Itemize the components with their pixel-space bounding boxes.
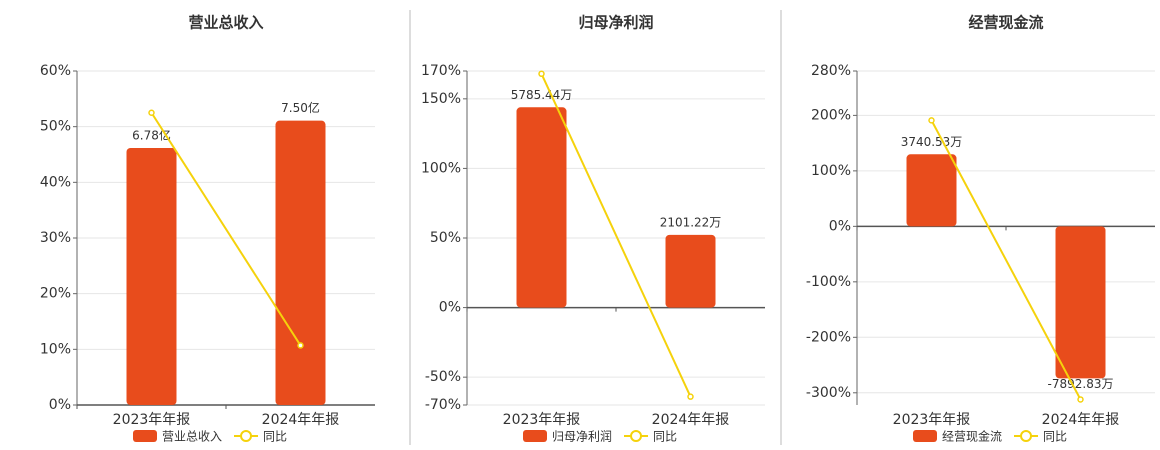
x-tick-label: 2024年年报 <box>262 412 340 428</box>
y-tick-label: 0% <box>829 218 851 234</box>
value-label: 2101.22万 <box>660 215 722 229</box>
y-tick-label: 50% <box>430 230 461 246</box>
legend-label: 同比 <box>263 430 287 444</box>
bar <box>126 147 177 405</box>
value-label: 5785.44万 <box>511 88 573 102</box>
line-point <box>297 342 304 349</box>
x-tick-label: 2023年年报 <box>893 412 971 428</box>
x-tick-label: 2023年年报 <box>503 412 581 428</box>
legend-swatch <box>240 430 253 442</box>
value-label: 3740.53万 <box>901 135 963 149</box>
legend-label: 营业总收入 <box>162 430 222 444</box>
bar <box>665 234 716 308</box>
y-tick-label: 170% <box>421 63 461 79</box>
legend-swatch <box>913 430 937 442</box>
y-tick-label: 10% <box>40 341 71 357</box>
legend-label: 经营现金流 <box>942 429 1002 444</box>
y-tick-label: 150% <box>421 91 461 107</box>
bar <box>275 120 326 406</box>
line <box>540 73 692 398</box>
y-tick-label: 50% <box>40 119 71 135</box>
y-tick-label: 200% <box>811 107 851 123</box>
x-tick-label: 2024年年报 <box>652 412 730 428</box>
y-tick-label: 100% <box>421 160 461 176</box>
y-tick-label: 30% <box>40 230 71 246</box>
value-label: -7892.83万 <box>1048 377 1114 391</box>
legend-swatch <box>523 430 547 442</box>
legend-label: 归母净利润 <box>552 430 612 444</box>
y-tick-label: 40% <box>40 174 71 190</box>
line-point <box>1077 396 1084 403</box>
line <box>150 112 302 346</box>
legend-swatch <box>1020 430 1033 442</box>
line-point <box>687 393 694 400</box>
y-tick-label: 100% <box>811 163 851 179</box>
line <box>930 119 1082 400</box>
value-label: 7.50亿 <box>281 100 320 115</box>
legend-label: 同比 <box>653 430 677 444</box>
y-tick-label: -200% <box>806 329 851 345</box>
y-tick-label: -70% <box>425 397 461 413</box>
y-tick-label: 20% <box>40 286 71 302</box>
bar <box>906 154 957 227</box>
bar <box>516 107 567 308</box>
x-tick-label: 2023年年报 <box>113 412 191 428</box>
y-tick-label: 0% <box>439 300 461 316</box>
bar <box>1055 226 1106 379</box>
y-tick-label: -100% <box>806 274 851 290</box>
y-tick-label: 280% <box>811 63 851 79</box>
chart-title: 归母净利润 <box>578 14 653 32</box>
line-point <box>538 70 545 78</box>
legend-swatch <box>133 430 157 442</box>
y-tick-label: -50% <box>425 369 461 385</box>
line-point <box>148 109 155 116</box>
y-tick-label: 0% <box>49 397 71 413</box>
y-tick-label: 60% <box>40 63 71 79</box>
chart-title: 经营现金流 <box>968 14 1043 32</box>
chart-title: 营业总收入 <box>188 14 263 32</box>
legend-swatch <box>630 430 643 442</box>
legend-label: 同比 <box>1043 430 1067 444</box>
line-point <box>928 117 935 124</box>
x-tick-label: 2024年年报 <box>1042 412 1120 428</box>
y-tick-label: -300% <box>806 385 851 401</box>
value-label: 6.78亿 <box>132 127 171 142</box>
